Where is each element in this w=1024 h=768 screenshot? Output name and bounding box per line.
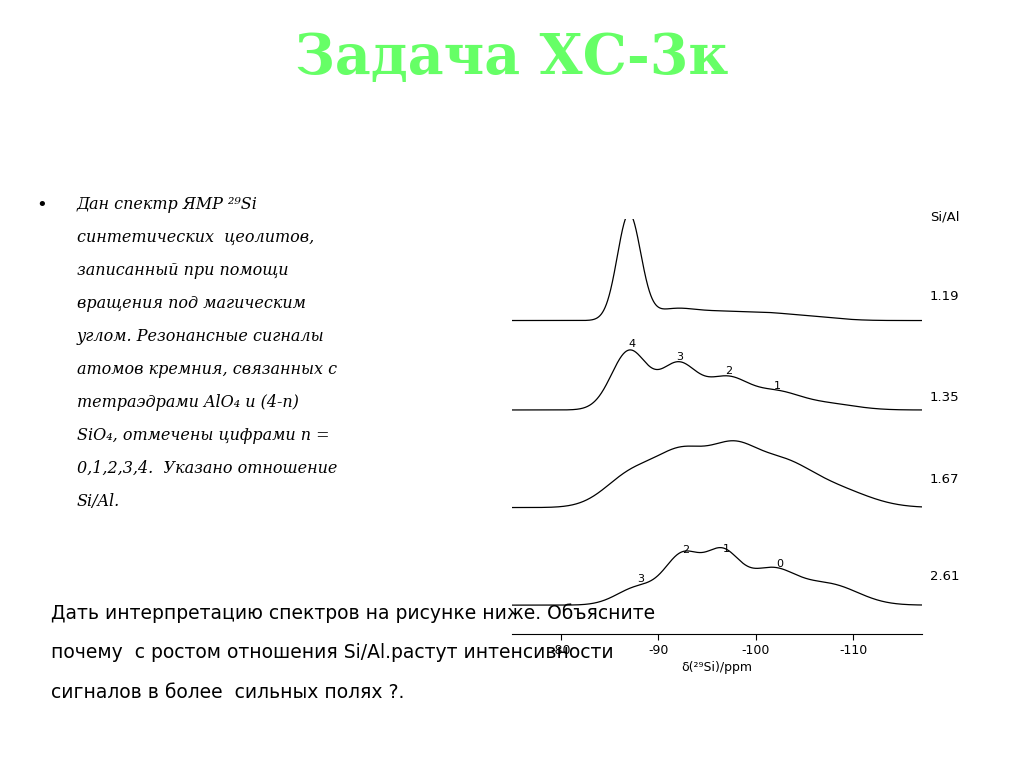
Text: сигналов в более  сильных полях ?.: сигналов в более сильных полях ?. bbox=[51, 683, 404, 702]
Text: тетраэдрами AlO₄ и (4-n): тетраэдрами AlO₄ и (4-n) bbox=[77, 394, 299, 411]
Text: 2.61: 2.61 bbox=[930, 570, 959, 583]
Text: Si/Al: Si/Al bbox=[930, 210, 959, 223]
Text: вращения под магическим: вращения под магическим bbox=[77, 295, 306, 312]
Text: •: • bbox=[36, 196, 46, 214]
Text: почему  с ростом отношения Si/Al.растут интенсивности: почему с ростом отношения Si/Al.растут и… bbox=[51, 643, 613, 662]
X-axis label: δ(²⁹Si)/ppm: δ(²⁹Si)/ppm bbox=[681, 661, 753, 674]
Text: записанный при помощи: записанный при помощи bbox=[77, 262, 289, 279]
Text: углом. Резонансные сигналы: углом. Резонансные сигналы bbox=[77, 328, 325, 345]
Text: Si/Al.: Si/Al. bbox=[77, 493, 120, 510]
Text: 3: 3 bbox=[676, 352, 683, 362]
Text: Дан спектр ЯМР ²⁹Si: Дан спектр ЯМР ²⁹Si bbox=[77, 196, 258, 213]
Text: SiO₄, отмечены цифрами n =: SiO₄, отмечены цифрами n = bbox=[77, 427, 330, 444]
Text: 0: 0 bbox=[776, 559, 783, 569]
Text: 1.19: 1.19 bbox=[930, 290, 959, 303]
Text: 4: 4 bbox=[629, 339, 636, 349]
Text: 1: 1 bbox=[723, 545, 730, 554]
Text: Дать интерпретацию спектров на рисунке ниже. Объясните: Дать интерпретацию спектров на рисунке н… bbox=[51, 603, 655, 623]
Text: 2: 2 bbox=[725, 366, 732, 376]
Text: 1: 1 bbox=[774, 381, 780, 391]
Text: 2: 2 bbox=[682, 545, 689, 555]
Text: 1.35: 1.35 bbox=[930, 391, 959, 404]
Text: 1.67: 1.67 bbox=[930, 472, 959, 485]
Text: атомов кремния, связанных с: атомов кремния, связанных с bbox=[77, 361, 337, 378]
Text: Задача ХС-3к: Задача ХС-3к bbox=[295, 31, 729, 86]
Text: 0,1,2,3,4.  Указано отношение: 0,1,2,3,4. Указано отношение bbox=[77, 460, 337, 477]
Text: 3: 3 bbox=[637, 574, 644, 584]
Text: синтетических  цеолитов,: синтетических цеолитов, bbox=[77, 229, 314, 246]
